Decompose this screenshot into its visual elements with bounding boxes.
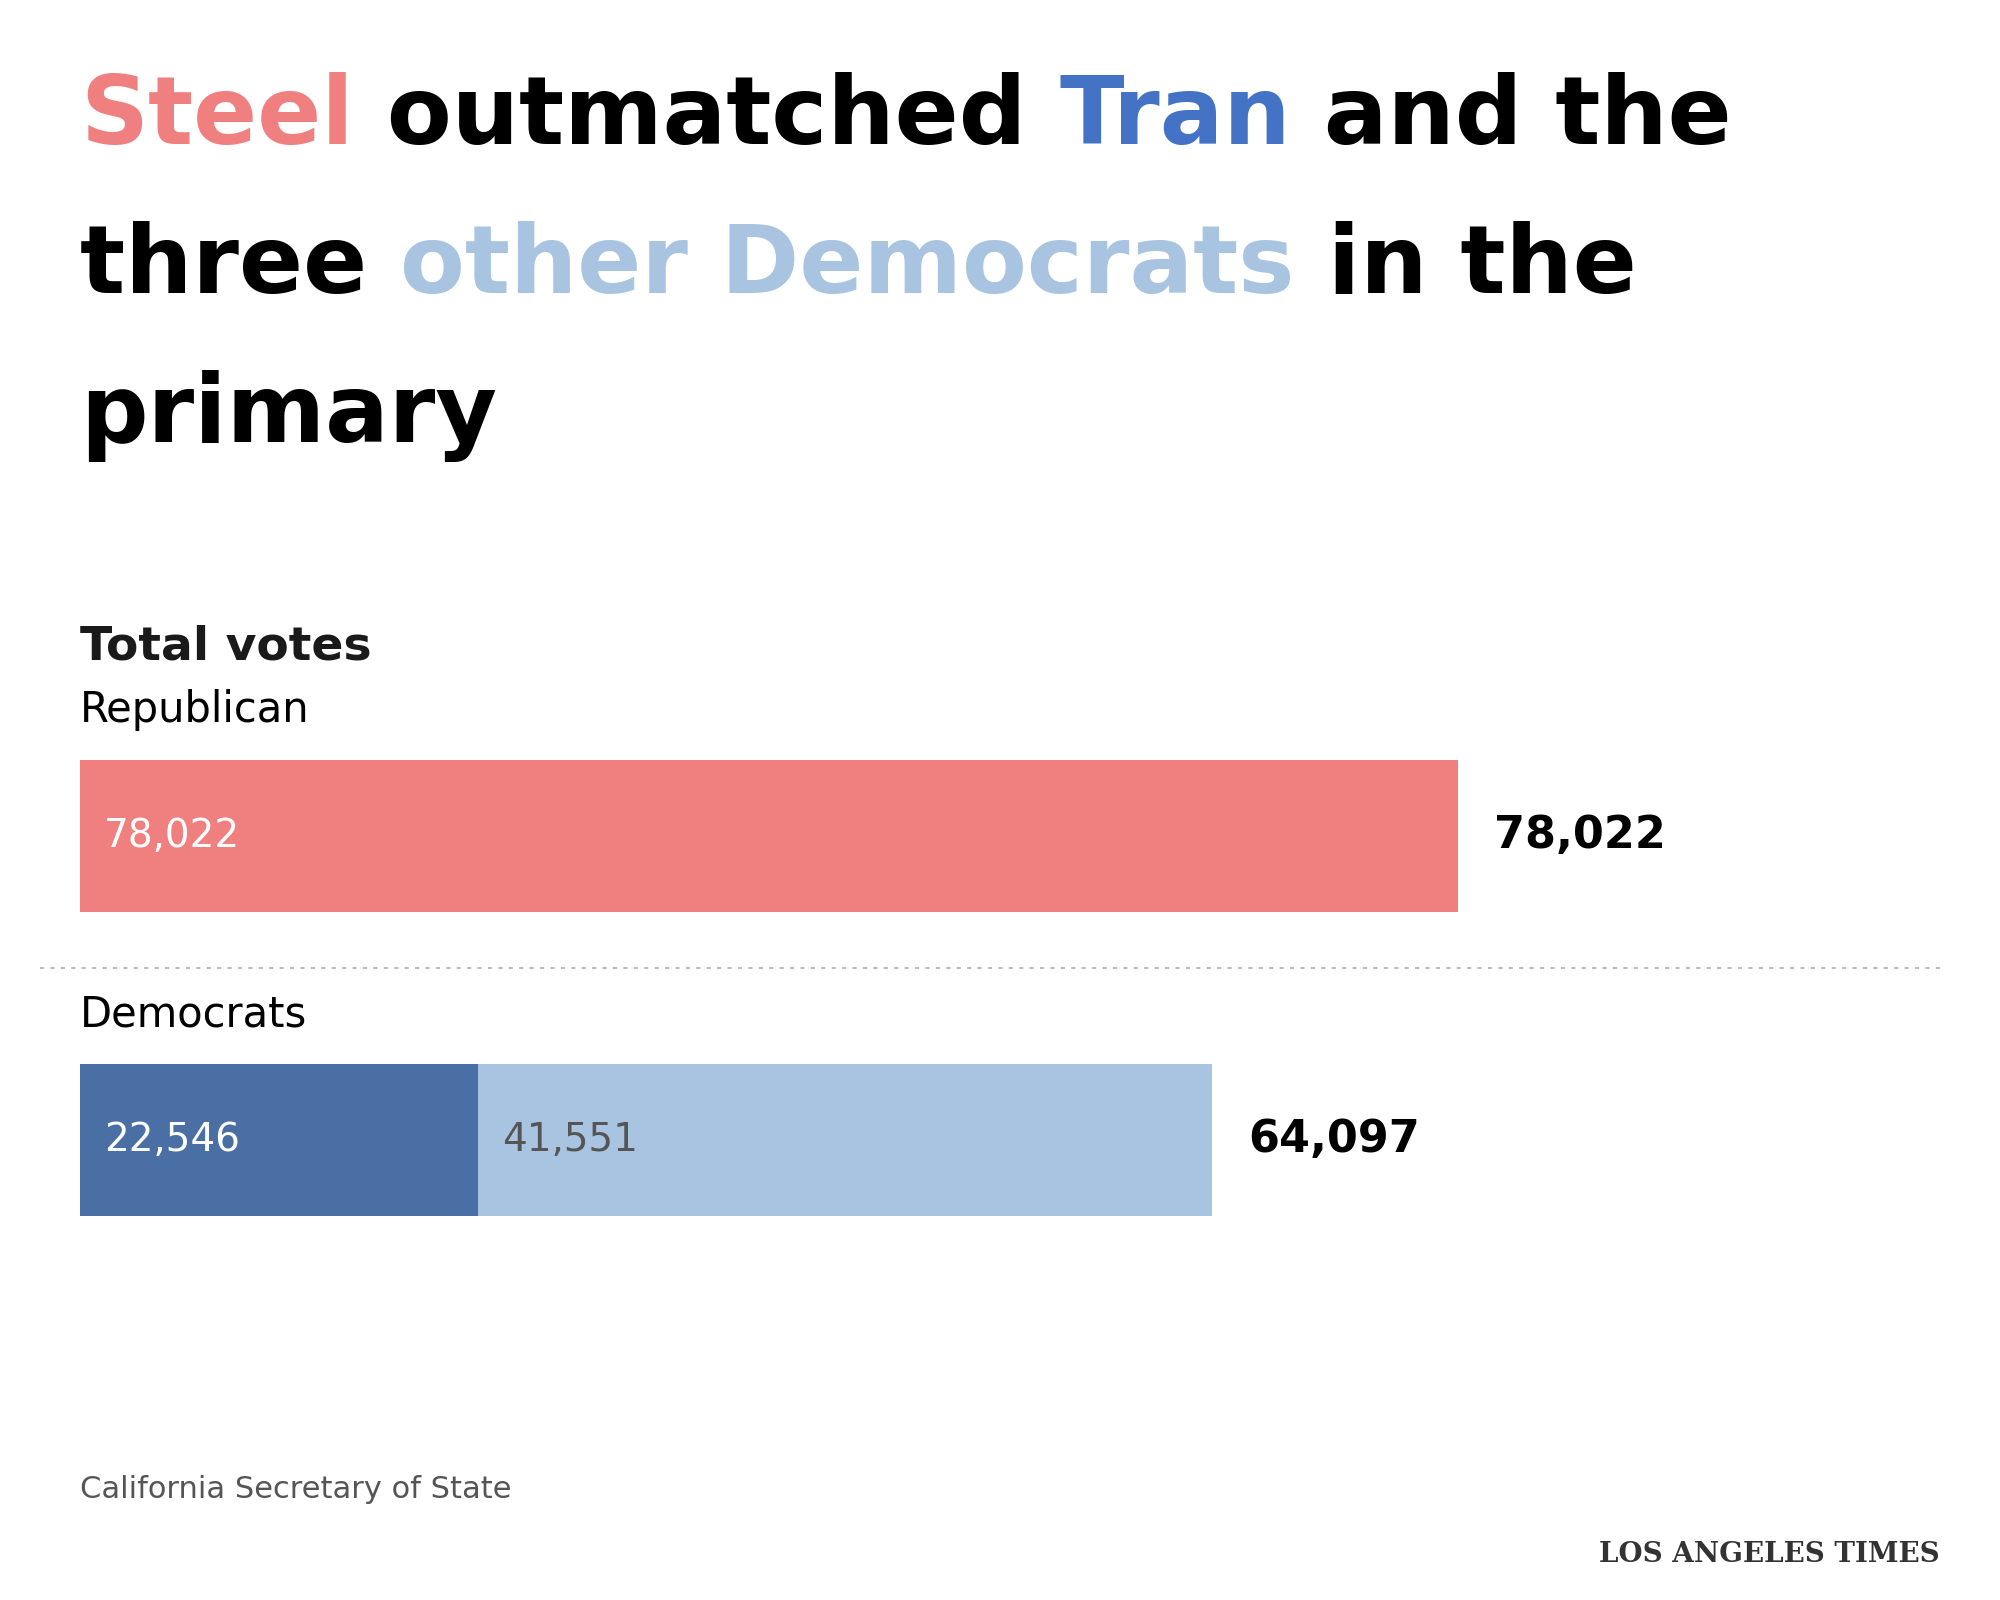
Text: Democrats: Democrats xyxy=(80,994,308,1035)
Text: other Democrats: other Democrats xyxy=(400,221,1294,314)
Text: 22,546: 22,546 xyxy=(104,1122,240,1158)
Bar xyxy=(478,1064,1212,1216)
Bar xyxy=(80,760,1458,912)
Bar xyxy=(80,1064,478,1216)
Text: California Secretary of State: California Secretary of State xyxy=(80,1475,512,1504)
Text: 78,022: 78,022 xyxy=(1494,814,1666,858)
Text: primary: primary xyxy=(80,370,496,462)
Text: Steel: Steel xyxy=(80,72,354,165)
Text: 64,097: 64,097 xyxy=(1248,1118,1420,1162)
Text: 78,022: 78,022 xyxy=(104,818,240,854)
Text: outmatched: outmatched xyxy=(354,72,1060,165)
Text: 41,551: 41,551 xyxy=(502,1122,638,1158)
Text: Total votes: Total votes xyxy=(80,624,372,669)
Text: Tran: Tran xyxy=(1060,72,1290,165)
Text: and the: and the xyxy=(1290,72,1732,165)
Text: LOS ANGELES TIMES: LOS ANGELES TIMES xyxy=(1600,1541,1940,1568)
Text: in the: in the xyxy=(1294,221,1636,314)
Text: Republican: Republican xyxy=(80,690,310,731)
Text: three: three xyxy=(80,221,400,314)
